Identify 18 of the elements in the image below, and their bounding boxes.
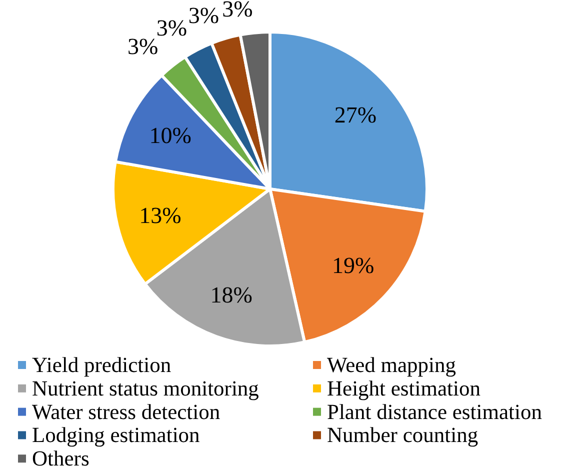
data-label: 10%	[149, 123, 192, 148]
data-label: 18%	[210, 282, 252, 308]
legend-label: Others	[32, 446, 90, 471]
legend-label: Plant distance estimation	[327, 400, 542, 424]
data-label: 19%	[332, 253, 374, 278]
data-label: 3%	[156, 16, 188, 41]
data-label: 13%	[139, 203, 182, 228]
data-label: 3%	[127, 34, 158, 60]
legend-label: Weed mapping	[327, 353, 456, 377]
legend-label: Nutrient status monitoring	[32, 376, 260, 400]
legend-label: Lodging estimation	[32, 423, 200, 448]
data-label: 3%	[188, 2, 220, 28]
legend-label: Yield prediction	[32, 353, 172, 377]
legend-label: Water stress detection	[32, 400, 220, 424]
data-label: 3%	[222, 0, 253, 22]
data-label: 27%	[334, 102, 377, 128]
legend-label: Height estimation	[327, 376, 481, 400]
legend-label: Number counting	[327, 423, 478, 448]
